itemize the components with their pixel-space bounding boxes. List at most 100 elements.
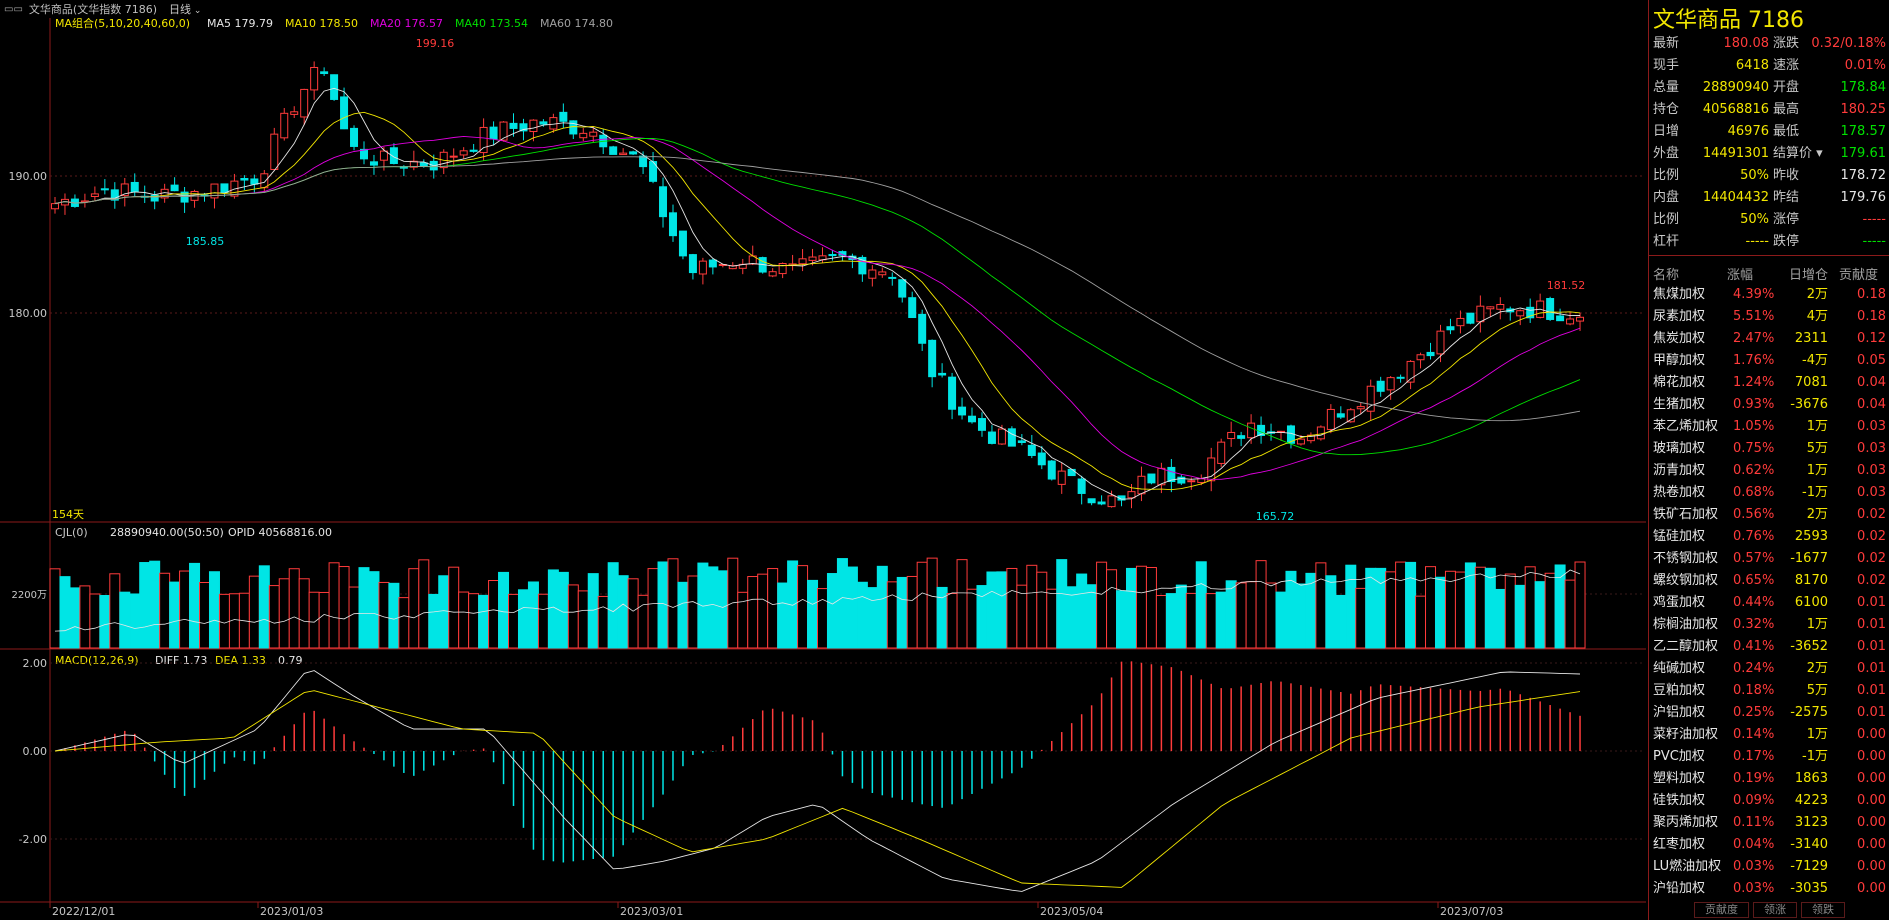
list-item-change: 0.32% bbox=[1733, 617, 1775, 632]
list-header-cell[interactable]: 涨幅 bbox=[1727, 268, 1754, 283]
list-item[interactable]: 纯碱加权 0.24% 2万 0.01 bbox=[1649, 658, 1889, 680]
list-header-cell[interactable]: 名称 bbox=[1653, 268, 1680, 283]
ma-legend-item: MA20 176.57 bbox=[370, 18, 443, 30]
candle-body bbox=[1496, 304, 1505, 310]
volume-bar bbox=[717, 570, 729, 649]
list-item[interactable]: 豆粕加权 0.18% 5万 0.01 bbox=[1649, 680, 1889, 702]
list-item[interactable]: 铁矿石加权 0.56% 2万 0.02 bbox=[1649, 504, 1889, 526]
panel-tab[interactable]: 领跌 bbox=[1801, 902, 1845, 918]
candle-body bbox=[449, 155, 458, 158]
list-item-change: 1.76% bbox=[1733, 353, 1775, 368]
volume-bar bbox=[478, 594, 490, 649]
list-item[interactable]: 尿素加权 5.51% 4万 0.18 bbox=[1649, 306, 1889, 328]
list-item-oi-change: -7129 bbox=[1790, 859, 1828, 874]
list-item[interactable]: 热卷加权 0.68% -1万 0.03 bbox=[1649, 482, 1889, 504]
quote-row-right[interactable]: 结算价 ▾ 179.61 bbox=[1773, 143, 1886, 165]
list-item[interactable]: 沪铅加权 0.03% -3035 0.00 bbox=[1649, 878, 1889, 900]
list-item[interactable]: 棕榈油加权 0.32% 1万 0.01 bbox=[1649, 614, 1889, 636]
list-item[interactable]: 焦煤加权 4.39% 2万 0.18 bbox=[1649, 284, 1889, 306]
volume-axis-label: 2200万 bbox=[12, 590, 47, 601]
list-header-cell[interactable]: 贡献度 bbox=[1839, 268, 1879, 283]
list-item[interactable]: 聚丙烯加权 0.11% 3123 0.00 bbox=[1649, 812, 1889, 834]
volume-bar bbox=[1046, 588, 1058, 649]
list-item-change: 0.75% bbox=[1733, 441, 1775, 456]
list-item[interactable]: 生猪加权 0.93% -3676 0.04 bbox=[1649, 394, 1889, 416]
candle-body bbox=[579, 132, 588, 139]
candle-body bbox=[898, 279, 907, 298]
volume-bar bbox=[1325, 575, 1337, 649]
list-item[interactable]: 锰硅加权 0.76% 2593 0.02 bbox=[1649, 526, 1889, 548]
candle-body bbox=[569, 120, 578, 135]
volume-bar bbox=[438, 575, 450, 649]
candle-body bbox=[878, 271, 887, 276]
list-item[interactable]: 鸡蛋加权 0.44% 6100 0.01 bbox=[1649, 592, 1889, 614]
list-item[interactable]: 沥青加权 0.62% 1万 0.03 bbox=[1649, 460, 1889, 482]
volume-bar bbox=[966, 588, 978, 649]
candle-body bbox=[320, 71, 329, 75]
volume-bar bbox=[1125, 567, 1137, 649]
list-item[interactable]: PVC加权 0.17% -1万 0.00 bbox=[1649, 746, 1889, 768]
quote-row-left: 杠杆 ----- bbox=[1653, 231, 1769, 253]
volume-bar bbox=[567, 584, 579, 649]
list-item[interactable]: 不锈钢加权 0.57% -1677 0.02 bbox=[1649, 548, 1889, 570]
list-item[interactable]: 甲醇加权 1.76% -4万 0.05 bbox=[1649, 350, 1889, 372]
volume-bar bbox=[587, 573, 599, 649]
candle-body bbox=[350, 127, 359, 147]
candle-body bbox=[1057, 470, 1066, 485]
list-item-name: 乙二醇加权 bbox=[1653, 639, 1719, 654]
quote-label: 最高 bbox=[1773, 102, 1800, 117]
panel-tab[interactable]: 领涨 bbox=[1753, 902, 1797, 918]
list-item[interactable]: 菜籽油加权 0.14% 1万 0.00 bbox=[1649, 724, 1889, 746]
list-item[interactable]: 硅铁加权 0.09% 4223 0.00 bbox=[1649, 790, 1889, 812]
candle-body bbox=[270, 133, 279, 170]
low-annotation: 185.85 bbox=[186, 235, 225, 248]
candle-body bbox=[1097, 501, 1106, 505]
quote-value: 0.32/0.18% bbox=[1811, 36, 1886, 51]
candle-body bbox=[1157, 467, 1166, 486]
list-item-name: 塑料加权 bbox=[1653, 771, 1706, 786]
candle-body bbox=[489, 126, 498, 140]
volume-bar bbox=[208, 571, 220, 649]
list-item[interactable]: 焦炭加权 2.47% 2311 0.12 bbox=[1649, 328, 1889, 350]
list-item[interactable]: 玻璃加权 0.75% 5万 0.03 bbox=[1649, 438, 1889, 460]
candle-body bbox=[1466, 312, 1475, 324]
candle-body bbox=[1426, 351, 1435, 357]
volume-bar bbox=[428, 593, 440, 649]
volume-bar bbox=[149, 560, 161, 649]
list-item[interactable]: 塑料加权 0.19% 1863 0.00 bbox=[1649, 768, 1889, 790]
kline-chart[interactable]: 190.00 180.00 MA组合(5,10,20,40,60,0) MA5 179… bbox=[0, 18, 1646, 920]
candle-body bbox=[1067, 468, 1076, 477]
volume-bar bbox=[747, 576, 759, 649]
candle-body bbox=[1436, 330, 1445, 355]
list-item[interactable]: 棉花加权 1.24% 7081 0.04 bbox=[1649, 372, 1889, 394]
candle-body bbox=[1396, 376, 1405, 379]
instrument-title[interactable]: 文华商品(文华指数 7186) bbox=[28, 3, 157, 16]
list-item[interactable]: 沪铝加权 0.25% -2575 0.01 bbox=[1649, 702, 1889, 724]
volume-bar bbox=[1205, 593, 1217, 649]
volume-bar bbox=[1135, 565, 1147, 649]
candle-body bbox=[150, 194, 159, 202]
list-item-oi-change: 7081 bbox=[1794, 375, 1828, 390]
volume-bar bbox=[1225, 580, 1237, 649]
list-item-oi-change: 5万 bbox=[1806, 683, 1828, 698]
candle-body bbox=[589, 131, 598, 137]
candle-body bbox=[688, 254, 697, 274]
period-selector[interactable]: 日线 ⌄ bbox=[169, 1, 201, 17]
ma-legend-item: MA10 178.50 bbox=[285, 18, 358, 30]
list-item[interactable]: 乙二醇加权 0.41% -3652 0.01 bbox=[1649, 636, 1889, 658]
candle-body bbox=[359, 148, 368, 160]
list-item[interactable]: 红枣加权 0.04% -3140 0.00 bbox=[1649, 834, 1889, 856]
list-item[interactable]: LU燃油加权 0.03% -7129 0.00 bbox=[1649, 856, 1889, 878]
candle-body bbox=[1456, 317, 1465, 327]
quote-label: 涨停 bbox=[1773, 212, 1800, 227]
list-header-cell[interactable]: 日增仓 bbox=[1789, 268, 1829, 283]
price-axis-label: 190.00 bbox=[9, 170, 48, 183]
list-item[interactable]: 螺纹钢加权 0.65% 8170 0.02 bbox=[1649, 570, 1889, 592]
candle-body bbox=[1137, 475, 1146, 495]
quote-row-right: 速涨 0.01% bbox=[1773, 55, 1886, 77]
quote-row-left: 外盘 14491301 bbox=[1653, 143, 1769, 165]
candle-body bbox=[1037, 452, 1046, 466]
list-item[interactable]: 苯乙烯加权 1.05% 1万 0.03 bbox=[1649, 416, 1889, 438]
chart-area[interactable]: 190.00 180.00 MA组合(5,10,20,40,60,0) MA5 179… bbox=[0, 18, 1646, 920]
panel-tab[interactable]: 贡献度 bbox=[1694, 902, 1749, 918]
